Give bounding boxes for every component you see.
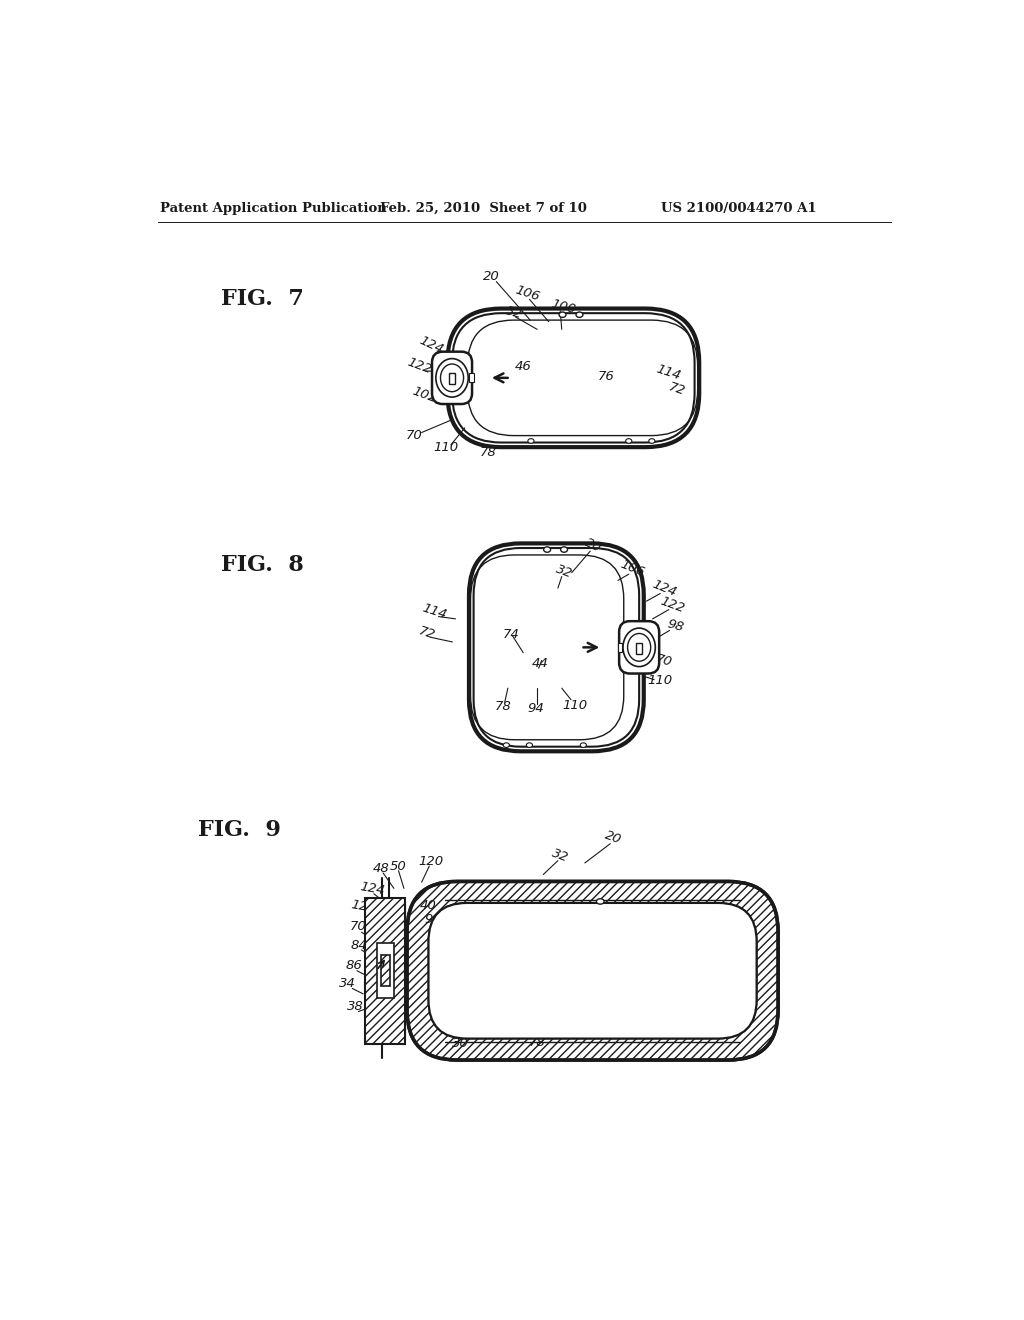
Text: 78: 78 (480, 446, 497, 459)
Ellipse shape (626, 438, 632, 444)
Text: 124: 124 (650, 577, 678, 599)
Text: Feb. 25, 2010  Sheet 7 of 10: Feb. 25, 2010 Sheet 7 of 10 (380, 202, 587, 215)
Ellipse shape (581, 743, 587, 747)
Ellipse shape (577, 312, 583, 317)
Bar (377, 942, 394, 998)
Text: 50: 50 (389, 859, 407, 873)
Text: US 2100/0044270 A1: US 2100/0044270 A1 (662, 202, 817, 215)
Text: 120: 120 (418, 855, 443, 869)
Ellipse shape (596, 899, 604, 904)
Bar (366, 898, 406, 1044)
Bar (366, 898, 406, 1044)
FancyBboxPatch shape (429, 903, 757, 1039)
Text: 90: 90 (424, 912, 440, 925)
Bar (636, 643, 642, 653)
Text: 124: 124 (417, 334, 445, 356)
Text: 32: 32 (504, 304, 524, 321)
Text: 110: 110 (562, 698, 588, 711)
Text: 102: 102 (411, 384, 438, 405)
Ellipse shape (544, 546, 551, 552)
Text: 78: 78 (495, 700, 512, 713)
Text: 98: 98 (666, 618, 685, 634)
Text: 34: 34 (339, 977, 356, 990)
Text: 70: 70 (406, 429, 422, 442)
Text: 70: 70 (653, 652, 673, 669)
Text: 32: 32 (550, 846, 570, 865)
Text: 110: 110 (434, 441, 459, 454)
Text: 32: 32 (554, 562, 574, 581)
Text: Patent Application Publication: Patent Application Publication (160, 202, 386, 215)
Bar (469, 374, 473, 383)
Text: 72: 72 (668, 380, 687, 399)
Text: 44: 44 (531, 657, 549, 671)
Text: 114: 114 (652, 937, 679, 954)
Text: 48: 48 (373, 862, 389, 875)
Text: 74: 74 (503, 628, 519, 640)
FancyBboxPatch shape (469, 544, 644, 751)
Text: 124: 124 (358, 879, 386, 898)
Ellipse shape (503, 743, 509, 747)
Text: 76: 76 (598, 370, 614, 383)
FancyBboxPatch shape (400, 875, 785, 1067)
Text: 20: 20 (482, 269, 500, 282)
Text: 72: 72 (417, 624, 437, 643)
Ellipse shape (559, 312, 566, 317)
Text: 67: 67 (432, 928, 450, 941)
Text: 106: 106 (514, 282, 542, 304)
Ellipse shape (526, 743, 532, 747)
Ellipse shape (528, 438, 535, 444)
FancyBboxPatch shape (447, 309, 699, 447)
Text: FIG.  9: FIG. 9 (199, 818, 282, 841)
Bar (617, 643, 623, 652)
Text: 46: 46 (515, 360, 531, 372)
Bar (381, 956, 390, 986)
Text: 20: 20 (583, 536, 603, 556)
Bar (449, 374, 455, 384)
Text: 38: 38 (347, 1001, 364, 1014)
Text: 40: 40 (420, 899, 437, 912)
Text: 114: 114 (420, 601, 447, 622)
Text: 106: 106 (617, 558, 646, 579)
Text: 70: 70 (350, 920, 367, 933)
Text: 30: 30 (452, 1038, 469, 1051)
Text: 72: 72 (654, 957, 674, 973)
FancyBboxPatch shape (620, 622, 659, 673)
Text: 78: 78 (528, 1036, 546, 1049)
FancyBboxPatch shape (429, 903, 757, 1039)
Text: 54: 54 (386, 1031, 403, 1044)
Text: 86: 86 (345, 958, 362, 972)
Text: 20: 20 (603, 829, 624, 846)
Ellipse shape (560, 546, 567, 552)
Text: FIG.  8: FIG. 8 (221, 554, 304, 576)
Text: 122: 122 (657, 594, 686, 615)
Text: 94: 94 (527, 702, 544, 715)
FancyBboxPatch shape (432, 351, 472, 404)
Text: 100: 100 (550, 297, 578, 317)
Text: 84: 84 (350, 939, 367, 952)
Text: 114: 114 (654, 363, 682, 383)
Bar (381, 956, 390, 986)
Text: 122: 122 (406, 356, 433, 376)
Text: 110: 110 (648, 675, 673, 686)
Text: 122: 122 (349, 898, 377, 916)
Text: FIG.  7: FIG. 7 (221, 288, 304, 310)
Ellipse shape (649, 438, 655, 444)
